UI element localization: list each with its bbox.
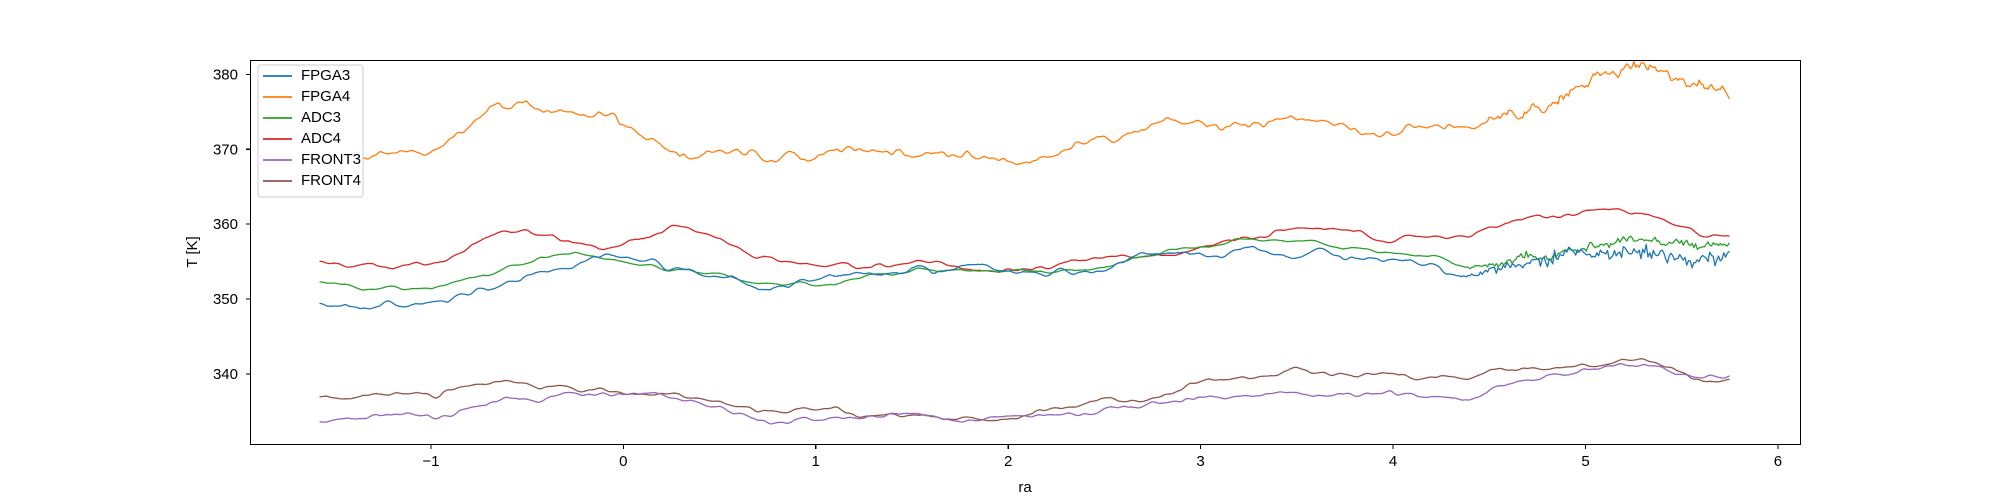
svg-text:FPGA4: FPGA4 xyxy=(301,88,350,105)
svg-text:4: 4 xyxy=(1389,453,1397,470)
svg-text:0: 0 xyxy=(619,453,627,470)
svg-text:380: 380 xyxy=(213,66,238,83)
svg-text:360: 360 xyxy=(213,216,238,233)
svg-text:370: 370 xyxy=(213,141,238,158)
svg-text:FRONT3: FRONT3 xyxy=(301,151,361,168)
svg-text:ADC3: ADC3 xyxy=(301,109,341,126)
svg-text:FPGA3: FPGA3 xyxy=(301,67,350,84)
svg-text:−1: −1 xyxy=(422,453,439,470)
svg-text:FRONT4: FRONT4 xyxy=(301,172,361,189)
svg-text:2: 2 xyxy=(1004,453,1012,470)
svg-text:3: 3 xyxy=(1196,453,1204,470)
svg-text:350: 350 xyxy=(213,291,238,308)
svg-text:T [K]: T [K] xyxy=(184,236,201,267)
svg-text:ADC4: ADC4 xyxy=(301,130,341,147)
svg-text:340: 340 xyxy=(213,366,238,383)
svg-text:ra: ra xyxy=(1018,479,1032,496)
svg-text:6: 6 xyxy=(1774,453,1782,470)
svg-text:1: 1 xyxy=(812,453,820,470)
svg-text:5: 5 xyxy=(1581,453,1589,470)
